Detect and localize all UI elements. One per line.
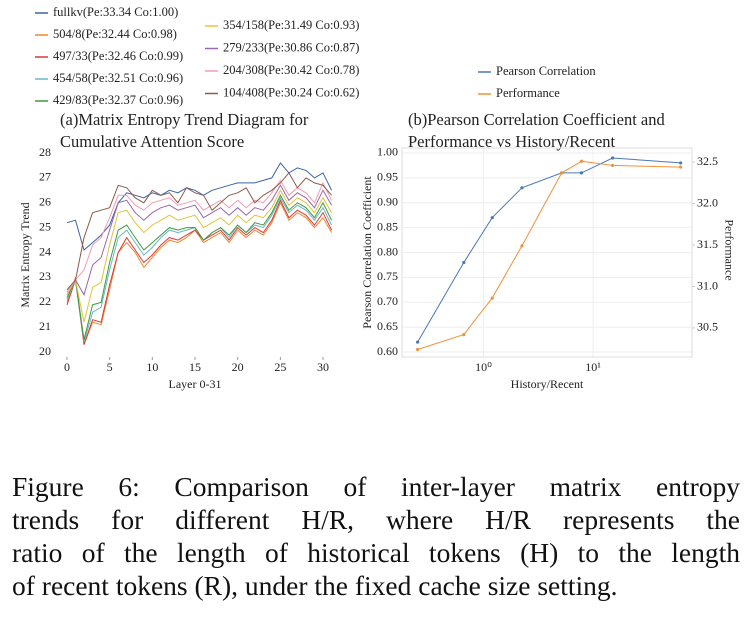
chart-title: Performance vs History/Recent — [408, 132, 616, 151]
point — [579, 171, 584, 175]
y-tick-label: 1.00 — [377, 145, 398, 159]
x-tick-label: 25 — [274, 360, 286, 374]
charts: (a)Matrix Entropy Trend Diagram for Cumul… — [18, 5, 737, 391]
legend-label: 504/8(Pe:32.44 Co:0.98) — [53, 27, 177, 41]
caption-line: trends for different H/R, where H/R repr… — [12, 504, 740, 535]
x-tick-label: 10¹ — [585, 360, 601, 374]
y2-tick-label: 31.5 — [697, 237, 718, 251]
series-line — [66, 179, 333, 293]
y2-tick-label: 31.0 — [697, 278, 718, 292]
y-tick-label: 0.60 — [377, 344, 398, 358]
y-tick-label: 0.80 — [377, 244, 398, 258]
point — [520, 244, 524, 248]
legend-label: 204/308(Pe:30.42 Co:0.78) — [223, 63, 359, 77]
legend-label: 429/83(Pe:32.37 Co:0.96) — [53, 93, 183, 107]
series-line — [66, 194, 333, 340]
x-tick-label: 15 — [189, 360, 201, 374]
chart-title: Cumulative Attention Score — [60, 132, 244, 151]
x-axis-label: Layer 0-31 — [169, 377, 222, 391]
series-line — [66, 172, 332, 291]
x-tick-label: 30 — [317, 360, 329, 374]
y-axis-label: Pearson Correlation Coefficient — [360, 176, 374, 329]
y-tick-label: 24 — [39, 244, 51, 258]
series-line — [66, 199, 333, 345]
point — [610, 156, 615, 160]
y-tick-label: 23 — [39, 269, 51, 283]
series-line — [66, 189, 333, 323]
caption-line: ratio of the length of historical tokens… — [12, 537, 740, 568]
x-axis-label: History/Recent — [511, 377, 584, 391]
x-tick-label: 0 — [64, 360, 70, 374]
series-line — [66, 196, 333, 343]
y2-tick-label: 32.0 — [697, 195, 718, 209]
series-line — [417, 157, 681, 343]
plot-frame — [401, 147, 693, 358]
y-tick-label: 21 — [39, 319, 51, 333]
y-tick-label: 28 — [39, 145, 51, 159]
series-line — [66, 184, 333, 297]
x-tick-label: 10 — [146, 360, 158, 374]
y-tick-label: 0.70 — [377, 294, 398, 308]
point — [462, 260, 466, 265]
chart-title: (a)Matrix Entropy Trend Diagram for — [60, 110, 309, 129]
caption-line: Figure 6: Comparison of inter-layer matr… — [12, 471, 740, 502]
y-tick-label: 20 — [39, 344, 51, 358]
series-line — [66, 201, 333, 345]
chart-title: (b)Pearson Correlation Coefficient and — [408, 110, 665, 129]
x-tick-label: 20 — [232, 360, 244, 374]
x-tick-label: 5 — [107, 360, 113, 374]
point — [560, 171, 564, 175]
point — [490, 216, 494, 220]
legend-label: fullkv(Pe:33.34 Co:1.00) — [53, 5, 178, 19]
y-axis-label: Matrix Entropy Trend — [18, 202, 32, 307]
legend-label: 279/233(Pe:30.86 Co:0.87) — [223, 40, 359, 54]
series-line — [66, 162, 333, 251]
y2-tick-label: 30.5 — [697, 320, 718, 334]
legend-label: 454/58(Pe:32.51 Co:0.96) — [53, 71, 183, 85]
y-tick-label: 27 — [39, 170, 51, 184]
y-tick-label: 25 — [39, 219, 51, 233]
y-tick-label: 0.75 — [377, 269, 398, 283]
caption-line: of recent tokens (R), under the fixed ca… — [12, 570, 618, 601]
legend-label: Performance — [496, 86, 560, 100]
y-tick-label: 0.65 — [377, 319, 398, 333]
point — [679, 161, 683, 165]
point — [679, 165, 683, 169]
legend-label: 104/408(Pe:30.24 Co:0.62) — [223, 85, 359, 99]
point — [416, 340, 420, 344]
point — [462, 333, 466, 337]
y-tick-label: 22 — [39, 294, 51, 308]
series-line — [417, 160, 681, 350]
point — [579, 159, 584, 163]
point — [520, 186, 524, 190]
y-tick-label: 26 — [39, 195, 51, 209]
point — [416, 347, 420, 352]
y-tick-label: 0.90 — [377, 194, 398, 208]
y-tick-label: 0.95 — [377, 170, 398, 184]
y2-tick-label: 32.5 — [697, 154, 718, 168]
y2-axis-label: Performance — [722, 219, 736, 280]
legend-label: 354/158(Pe:31.49 Co:0.93) — [223, 18, 359, 32]
point — [490, 296, 494, 300]
point — [610, 163, 615, 168]
legend-label: 497/33(Pe:32.46 Co:0.99) — [53, 49, 183, 63]
y-tick-label: 0.85 — [377, 219, 398, 233]
x-tick-label: 10⁰ — [475, 360, 492, 374]
legend-label: Pearson Correlation — [496, 64, 596, 78]
